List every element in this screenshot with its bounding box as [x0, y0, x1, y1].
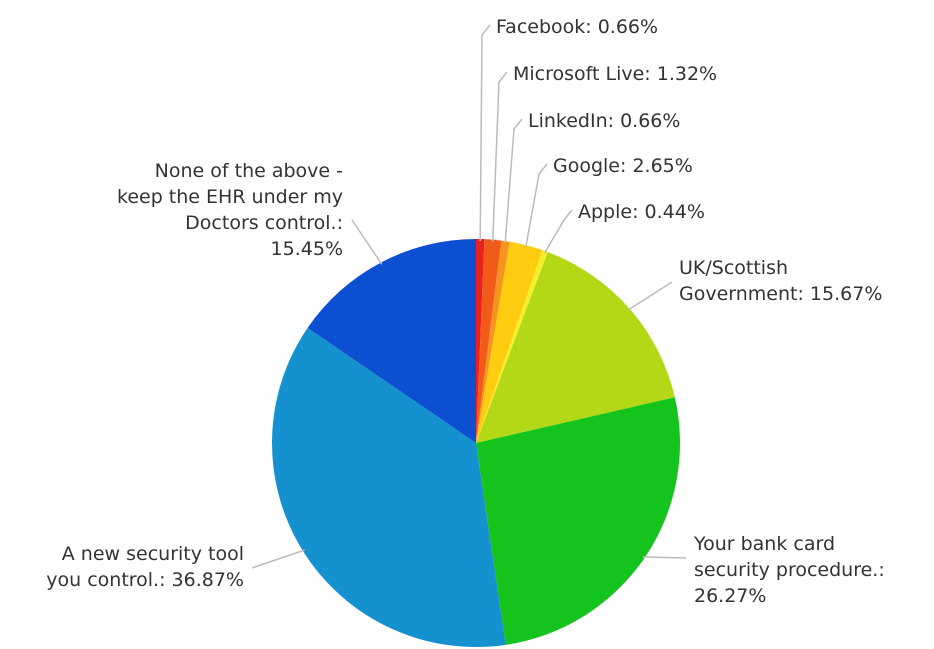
slice-label: Facebook: 0.66% — [496, 16, 658, 38]
leader-line — [251, 549, 305, 569]
slice-label: Google: 2.65% — [553, 155, 693, 177]
leader-line — [543, 209, 573, 254]
leader-line — [642, 556, 687, 559]
leader-lines — [251, 24, 687, 569]
slice-label: UK/Scottish Government: 15.67% — [679, 257, 882, 305]
leader-line — [491, 71, 508, 242]
pie-slice-apple — [476, 250, 548, 443]
pie-slice-none-of-the-above-keep-the-ehr-under-my-doctors-control — [307, 239, 476, 443]
slice-label: A new security tool you control.: 36.87% — [46, 543, 244, 591]
leader-line — [525, 163, 548, 248]
leader-line — [627, 281, 673, 311]
pie-slice-uk-scottish-government — [476, 252, 675, 443]
pie-slices — [272, 239, 681, 648]
slice-label: Apple: 0.44% — [578, 201, 705, 223]
pie-slice-a-new-security-tool-you-control — [272, 327, 506, 648]
leader-line — [351, 219, 383, 265]
slice-label: None of the above -keep the EHR under my… — [117, 160, 343, 260]
pie-slice-linkedin — [476, 240, 510, 443]
slice-label: Your bank card security procedure.: 26.27% — [693, 533, 885, 607]
leader-line — [504, 118, 523, 244]
pie-slice-your-bank-card-security-procedure — [476, 397, 681, 645]
pie-slice-facebook — [476, 239, 485, 443]
pie-slice-google — [476, 241, 543, 443]
pie-slice-microsoft-live — [476, 239, 502, 443]
slice-label: LinkedIn: 0.66% — [528, 110, 680, 132]
slice-label: Microsoft Live: 1.32% — [513, 63, 717, 85]
slice-labels: Facebook: 0.66% Microsoft Live: 1.32% Link… — [46, 16, 885, 607]
leader-line — [479, 24, 491, 242]
